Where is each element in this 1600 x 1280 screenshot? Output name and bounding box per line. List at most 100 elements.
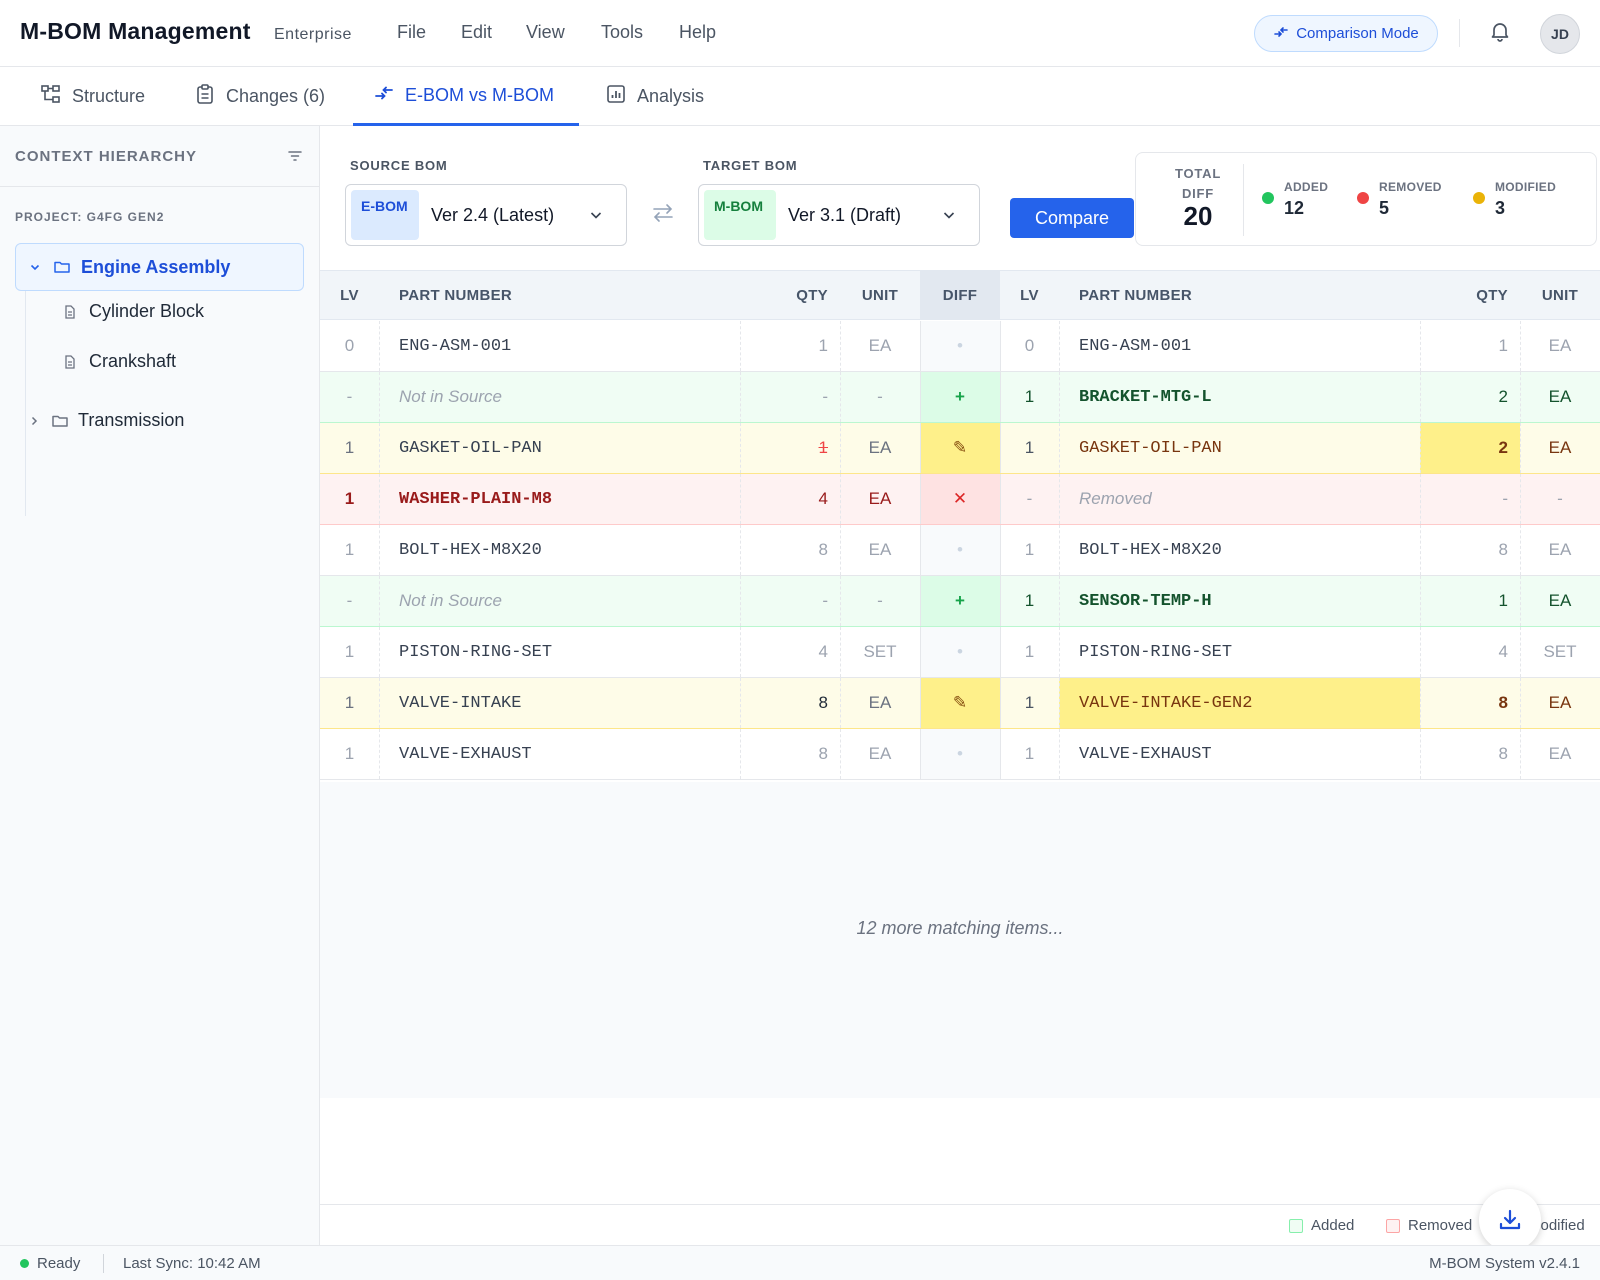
compare-button[interactable]: Compare [1010,198,1134,238]
column-divider [920,576,921,626]
column-divider [1059,474,1060,524]
filter-icon[interactable] [287,148,303,164]
column-divider [1520,627,1521,677]
table-row[interactable]: 1 PISTON-RING-SET 4 SET • 1 PISTON-RING-SET 4 SE… [320,627,1600,678]
source-lv: 1 [344,489,355,508]
diff-indicator: • [957,540,963,559]
source-qty: 4 [818,489,828,508]
tree-item-engine-assembly[interactable]: Engine Assembly [15,243,304,291]
avatar[interactable]: JD [1540,14,1580,54]
hierarchy-icon [40,83,62,110]
target-part: GASKET-OIL-PAN [1079,438,1222,458]
top-bar: M-BOM Management Enterprise File Edit Vi… [0,0,1600,67]
table-header: LV PART NUMBER QTY UNIT DIFF LV PART NUM… [320,270,1600,320]
tree-item-cylinder-block[interactable]: Cylinder Block [62,301,204,322]
column-divider [1000,372,1001,422]
source-part: VALVE-INTAKE [399,693,522,713]
source-part: ENG-ASM-001 [399,336,512,356]
target-part: ENG-ASM-001 [1079,336,1192,356]
tree-item-crankshaft[interactable]: Crankshaft [62,351,176,372]
target-qty: 8 [1498,693,1508,712]
file-icon [62,354,78,370]
source-lv: 0 [344,336,355,355]
diff-cell-bg [920,576,1000,626]
diff-cell-bg [920,525,1000,575]
column-divider [740,729,741,779]
column-divider [740,627,741,677]
column-divider [840,729,841,779]
tab-analysis[interactable]: Analysis [585,67,724,126]
menu-view[interactable]: View [526,22,565,42]
table-row[interactable]: 1 GASKET-OIL-PAN 1 EA ✎ 1 GASKET-OIL-PAN 2 EA [320,423,1600,474]
table-row[interactable]: 1 BOLT-HEX-M8X20 8 EA • 1 BOLT-HEX-M8X20 8 EA [320,525,1600,576]
source-qty: 8 [818,693,828,712]
tab-changes[interactable]: Changes (6) [174,67,345,126]
target-qty: 8 [1498,540,1508,559]
diff-cell-bg [920,372,1000,422]
file-icon [62,304,78,320]
status-text: Ready [37,1255,81,1272]
column-divider [1420,576,1421,626]
menu-tools[interactable]: Tools [601,22,644,42]
tab-bar: Structure Changes (6) E-BOM vs M-BOM Ana… [0,67,1600,126]
menu-file[interactable]: File [397,22,427,42]
table-row[interactable]: 1 VALVE-EXHAUST 8 EA • 1 VALVE-EXHAUST 8 EA [320,729,1600,780]
export-button[interactable] [1479,1189,1541,1251]
target-lv: 1 [1024,591,1035,610]
tab-analysis-label: Analysis [637,86,705,106]
table-row[interactable]: 1 VALVE-INTAKE 8 EA ✎ 1 VALVE-INTAKE-GEN2 8 EA [320,678,1600,729]
comparison-mode-button[interactable]: Comparison Mode [1254,15,1438,52]
table-row[interactable]: - Not in Source - - +1 SENSOR-TEMP-H 1 EA [320,576,1600,627]
table-row[interactable]: 1 WASHER-PLAIN-M8 4 EA ✕ - Removed - - [320,474,1600,525]
target-bom-select[interactable]: M-BOM Ver 3.1 (Draft) [698,184,980,246]
column-divider [1520,678,1521,728]
divider [1459,19,1460,47]
source-lv: 1 [344,744,355,763]
swap-icon[interactable] [650,200,676,226]
column-divider [1420,372,1421,422]
diff-indicator: ✎ [952,438,968,457]
column-divider [1059,576,1060,626]
target-qty: 8 [1498,744,1508,763]
app-edition: Enterprise [274,26,352,43]
comparison-mode-label: Comparison Mode [1296,25,1419,42]
column-divider [379,474,380,524]
target-lv: 1 [1024,744,1035,763]
tab-ebom-vs-mbom[interactable]: E-BOM vs M-BOM [353,67,579,126]
bell-icon[interactable] [1488,19,1512,43]
column-divider [1059,372,1060,422]
source-unit: EA [868,693,892,712]
source-unit: EA [868,744,892,763]
table-row[interactable]: 0 ENG-ASM-001 1 EA • 0 ENG-ASM-001 1 EA [320,321,1600,372]
tab-structure[interactable]: Structure [20,67,165,126]
menu-help[interactable]: Help [679,22,717,42]
diff-indicator: + [955,387,965,406]
table-row[interactable]: - Not in Source - - +1 BRACKET-MTG-L 2 EA [320,372,1600,423]
column-divider [1420,678,1421,728]
column-divider [379,729,380,779]
header-source-qty: QTY [796,286,828,304]
tree-item-label: Cylinder Block [89,301,205,321]
tree-item-transmission[interactable]: Transmission [28,410,184,431]
menu-edit[interactable]: Edit [461,22,493,42]
header-target-unit: UNIT [1541,286,1579,304]
column-divider [840,576,841,626]
column-divider [920,525,921,575]
column-divider [1520,576,1521,626]
stat-value: 3 [1495,198,1506,218]
column-divider [1059,423,1060,473]
stat-label: MODIFIED [1495,180,1557,194]
column-divider [379,525,380,575]
column-divider [740,321,741,371]
column-divider [840,321,841,371]
stat-value: 12 [1284,198,1305,218]
source-unit: - [877,591,883,610]
folder-icon [53,258,71,276]
target-lv: 1 [1024,642,1035,661]
source-bom-select[interactable]: E-BOM Ver 2.4 (Latest) [345,184,627,246]
source-qty: 8 [818,744,828,763]
tree-item-label: Transmission [78,410,185,430]
column-divider [740,372,741,422]
column-divider [379,627,380,677]
target-bom-label: TARGET BOM [703,158,798,173]
